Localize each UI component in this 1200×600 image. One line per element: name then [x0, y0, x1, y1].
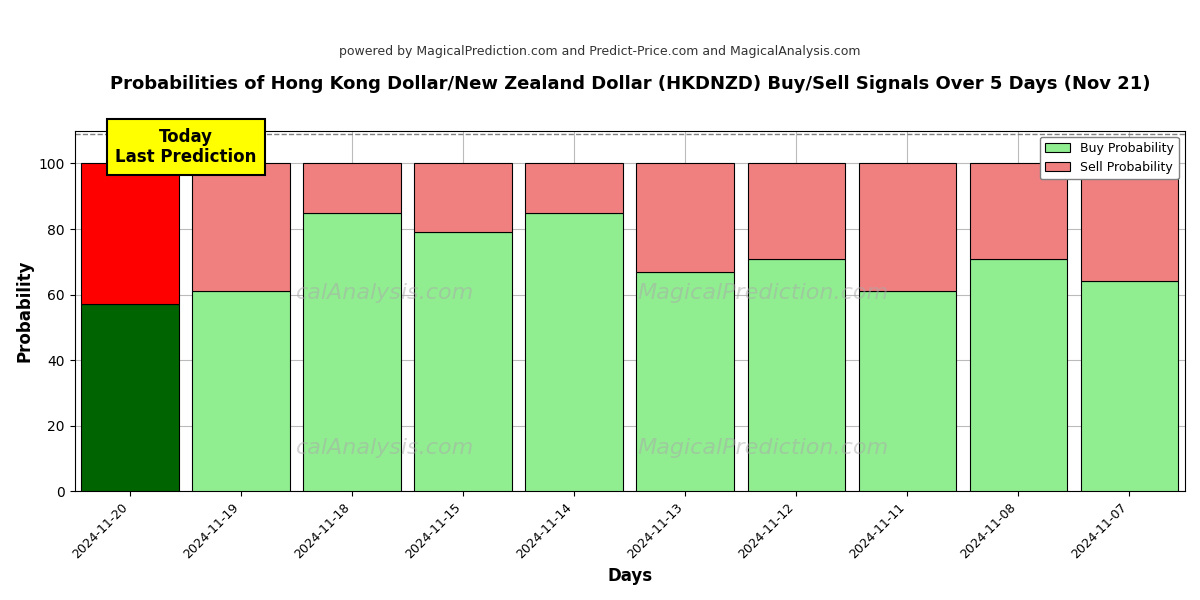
Bar: [748, 259, 845, 491]
Bar: [414, 232, 512, 491]
Title: Probabilities of Hong Kong Dollar/New Zealand Dollar (HKDNZD) Buy/Sell Signals O: Probabilities of Hong Kong Dollar/New Ze…: [109, 75, 1150, 93]
Text: calAnalysis.com: calAnalysis.com: [296, 283, 475, 303]
Bar: [636, 163, 734, 272]
Bar: [304, 163, 401, 212]
Bar: [304, 212, 401, 491]
Bar: [636, 272, 734, 491]
Bar: [192, 163, 290, 292]
Text: MagicalPrediction.com: MagicalPrediction.com: [637, 438, 889, 458]
Bar: [526, 163, 623, 212]
Y-axis label: Probability: Probability: [16, 260, 34, 362]
Bar: [192, 292, 290, 491]
Bar: [414, 163, 512, 232]
Text: calAnalysis.com: calAnalysis.com: [296, 438, 475, 458]
Bar: [970, 259, 1067, 491]
Bar: [970, 163, 1067, 259]
Text: MagicalPrediction.com: MagicalPrediction.com: [637, 283, 889, 303]
Legend: Buy Probability, Sell Probability: Buy Probability, Sell Probability: [1040, 137, 1178, 179]
Bar: [526, 212, 623, 491]
Text: powered by MagicalPrediction.com and Predict-Price.com and MagicalAnalysis.com: powered by MagicalPrediction.com and Pre…: [340, 44, 860, 58]
Bar: [1081, 163, 1178, 281]
Text: Today
Last Prediction: Today Last Prediction: [115, 128, 257, 166]
Bar: [858, 292, 956, 491]
Bar: [858, 163, 956, 292]
X-axis label: Days: Days: [607, 567, 653, 585]
Bar: [748, 163, 845, 259]
Bar: [82, 163, 179, 304]
Bar: [1081, 281, 1178, 491]
Bar: [82, 304, 179, 491]
